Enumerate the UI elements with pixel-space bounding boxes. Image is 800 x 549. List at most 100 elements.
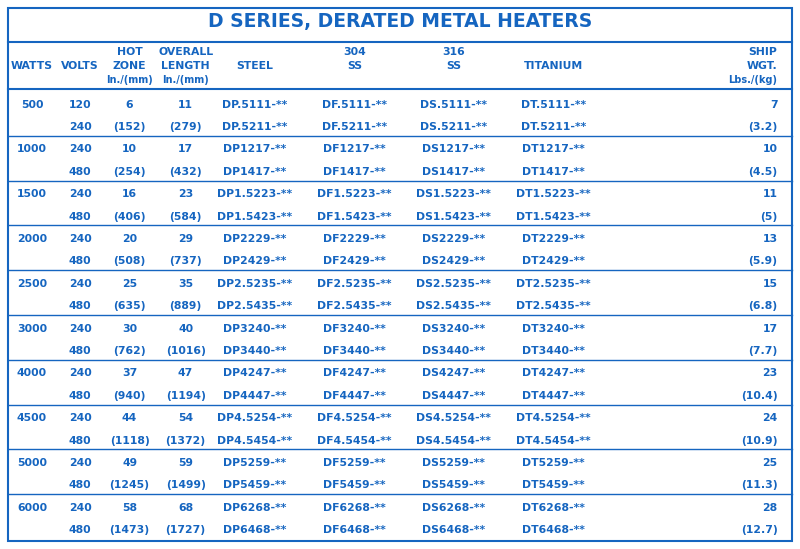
Text: (152): (152) [114,122,146,132]
Text: 120: 120 [69,99,91,109]
Text: DP.5211-**: DP.5211-** [222,122,287,132]
Text: DP2429-**: DP2429-** [222,256,286,266]
Text: DP4.5454-**: DP4.5454-** [217,435,292,445]
Text: ZONE: ZONE [113,61,146,71]
Text: 25: 25 [762,458,778,468]
Text: 240: 240 [69,503,91,513]
Text: 480: 480 [69,346,91,356]
Text: (5.9): (5.9) [749,256,778,266]
Text: (10.9): (10.9) [741,435,778,445]
Text: DF4.5454-**: DF4.5454-** [317,435,392,445]
Text: DP4247-**: DP4247-** [222,368,286,378]
Text: (1473): (1473) [110,525,150,535]
Text: 23: 23 [762,368,778,378]
Text: DF4447-**: DF4447-** [323,391,386,401]
Text: 1000: 1000 [17,144,47,154]
Text: DP1.5223-**: DP1.5223-** [217,189,292,199]
Text: DP2.5435-**: DP2.5435-** [217,301,292,311]
Text: DP.5111-**: DP.5111-** [222,99,287,109]
Text: (737): (737) [170,256,202,266]
Text: DT2.5435-**: DT2.5435-** [516,301,591,311]
Text: DS6268-**: DS6268-** [422,503,485,513]
Text: 35: 35 [178,279,193,289]
Text: DT.5111-**: DT.5111-** [521,99,586,109]
Text: DF5459-**: DF5459-** [323,480,386,490]
Text: 47: 47 [178,368,194,378]
Text: DS4247-**: DS4247-** [422,368,486,378]
Text: (3.2): (3.2) [748,122,778,132]
Text: 3000: 3000 [17,323,47,333]
Text: 13: 13 [762,234,778,244]
Text: 24: 24 [762,413,778,423]
Text: 240: 240 [69,144,91,154]
Text: DS2.5235-**: DS2.5235-** [416,279,491,289]
Text: 240: 240 [69,323,91,333]
Text: 304: 304 [343,47,366,57]
Text: (10.4): (10.4) [741,391,778,401]
Text: DS1.5223-**: DS1.5223-** [416,189,491,199]
Text: DP4.5254-**: DP4.5254-** [217,413,292,423]
Text: 7: 7 [770,99,778,109]
Text: (7.7): (7.7) [748,346,778,356]
Text: DP5459-**: DP5459-** [223,480,286,490]
Text: DP1.5423-**: DP1.5423-** [217,211,292,221]
Text: (1372): (1372) [166,435,206,445]
Text: DS4.5254-**: DS4.5254-** [416,413,491,423]
Text: VOLTS: VOLTS [61,61,99,71]
Text: 11: 11 [178,99,193,109]
Text: DP3440-**: DP3440-** [222,346,286,356]
Text: 4000: 4000 [17,368,47,378]
Text: DP6268-**: DP6268-** [222,503,286,513]
Text: 15: 15 [762,279,778,289]
Text: 68: 68 [178,503,193,513]
Text: DF1.5423-**: DF1.5423-** [317,211,392,221]
Text: 480: 480 [69,211,91,221]
Text: (889): (889) [170,301,202,311]
Text: DF4247-**: DF4247-** [323,368,386,378]
Text: DP2229-**: DP2229-** [222,234,286,244]
Text: 58: 58 [122,503,137,513]
Text: DP1417-**: DP1417-** [222,167,286,177]
Text: 480: 480 [69,435,91,445]
Text: DF6468-**: DF6468-** [323,525,386,535]
Text: DT1.5223-**: DT1.5223-** [516,189,591,199]
Text: In./(mm): In./(mm) [106,75,153,85]
Text: 20: 20 [122,234,137,244]
Text: DP6468-**: DP6468-** [222,525,286,535]
Text: 6: 6 [126,99,134,109]
Text: 480: 480 [69,391,91,401]
Text: DT6268-**: DT6268-** [522,503,585,513]
Text: 316: 316 [442,47,465,57]
Text: 23: 23 [178,189,194,199]
Text: DS1.5423-**: DS1.5423-** [416,211,491,221]
Text: 2000: 2000 [17,234,47,244]
Text: (940): (940) [114,391,146,401]
Text: DF.5111-**: DF.5111-** [322,99,387,109]
Text: (254): (254) [114,167,146,177]
Text: SS: SS [446,61,461,71]
Text: WGT.: WGT. [747,61,778,71]
Text: DT6468-**: DT6468-** [522,525,585,535]
Text: DS2.5435-**: DS2.5435-** [416,301,491,311]
Text: (1245): (1245) [110,480,150,490]
Text: 240: 240 [69,368,91,378]
Text: (6.8): (6.8) [749,301,778,311]
Text: DT.5211-**: DT.5211-** [521,122,586,132]
Text: 240: 240 [69,413,91,423]
Text: DF4.5254-**: DF4.5254-** [317,413,392,423]
Text: 59: 59 [178,458,193,468]
Text: DS.5211-**: DS.5211-** [420,122,487,132]
Text: 30: 30 [122,323,137,333]
Text: 240: 240 [69,234,91,244]
Text: DF.5211-**: DF.5211-** [322,122,387,132]
Text: DS5459-**: DS5459-** [422,480,485,490]
Text: DS2429-**: DS2429-** [422,256,485,266]
Text: DP1217-**: DP1217-** [222,144,286,154]
Text: 44: 44 [122,413,138,423]
Text: HOT: HOT [117,47,142,57]
Text: (1118): (1118) [110,435,150,445]
Text: DT3440-**: DT3440-** [522,346,585,356]
Text: 1500: 1500 [17,189,47,199]
Text: (279): (279) [170,122,202,132]
Text: OVERALL: OVERALL [158,47,213,57]
